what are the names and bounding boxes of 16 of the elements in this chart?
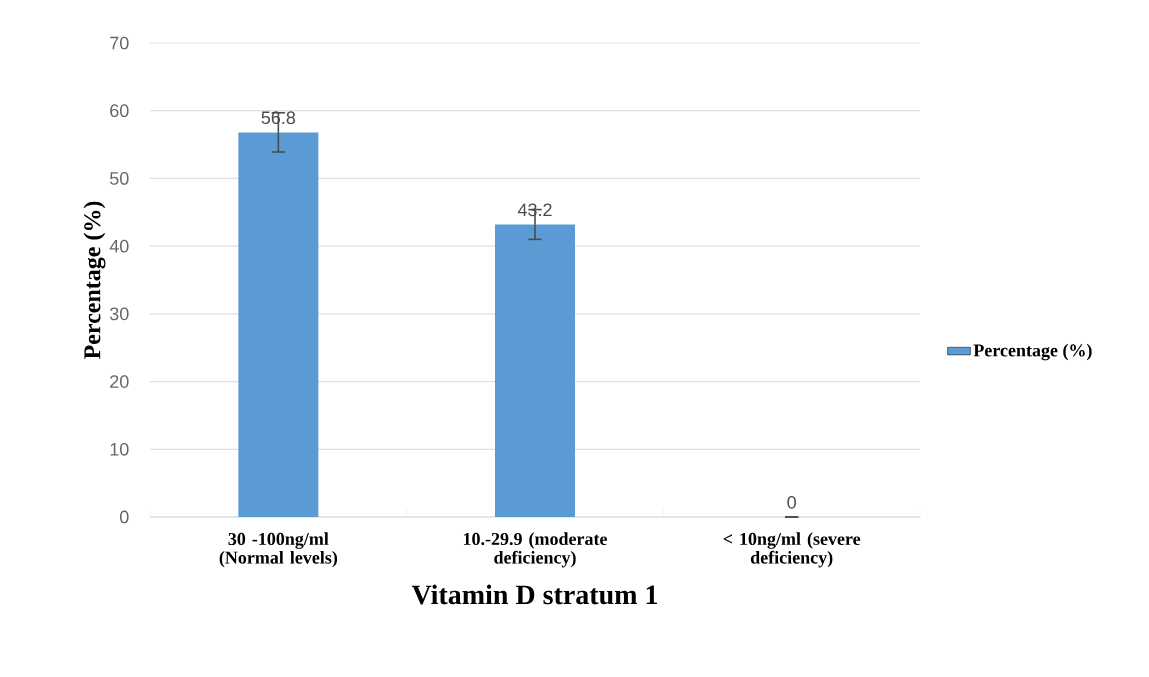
- y-tick-label: 70: [110, 36, 129, 50]
- y-tick-label: 50: [109, 172, 129, 185]
- y-tick-label: 20: [110, 375, 129, 388]
- data-label: 0: [787, 495, 796, 509]
- y-tick-label: 60: [110, 104, 129, 118]
- legend-label: Percentage (%): [973, 343, 1092, 361]
- x-axis-title: Vitamin D stratum 1: [411, 584, 658, 605]
- data-label: 43.2: [517, 203, 552, 217]
- x-tick-label: < 10ng/ml (severe deficiency): [723, 532, 861, 568]
- y-axis-title: Percentage (%): [83, 201, 106, 359]
- x-tick-label: 10.-29.9 (moderate deficiency): [463, 532, 608, 568]
- y-tick-label: 40: [109, 239, 129, 253]
- y-tick-label: 10: [110, 442, 129, 456]
- y-tick-label: 0: [120, 510, 129, 524]
- y-tick-label: 30: [109, 307, 129, 321]
- x-tick-label: 30 -100ng/ml (Normal levels): [219, 532, 338, 568]
